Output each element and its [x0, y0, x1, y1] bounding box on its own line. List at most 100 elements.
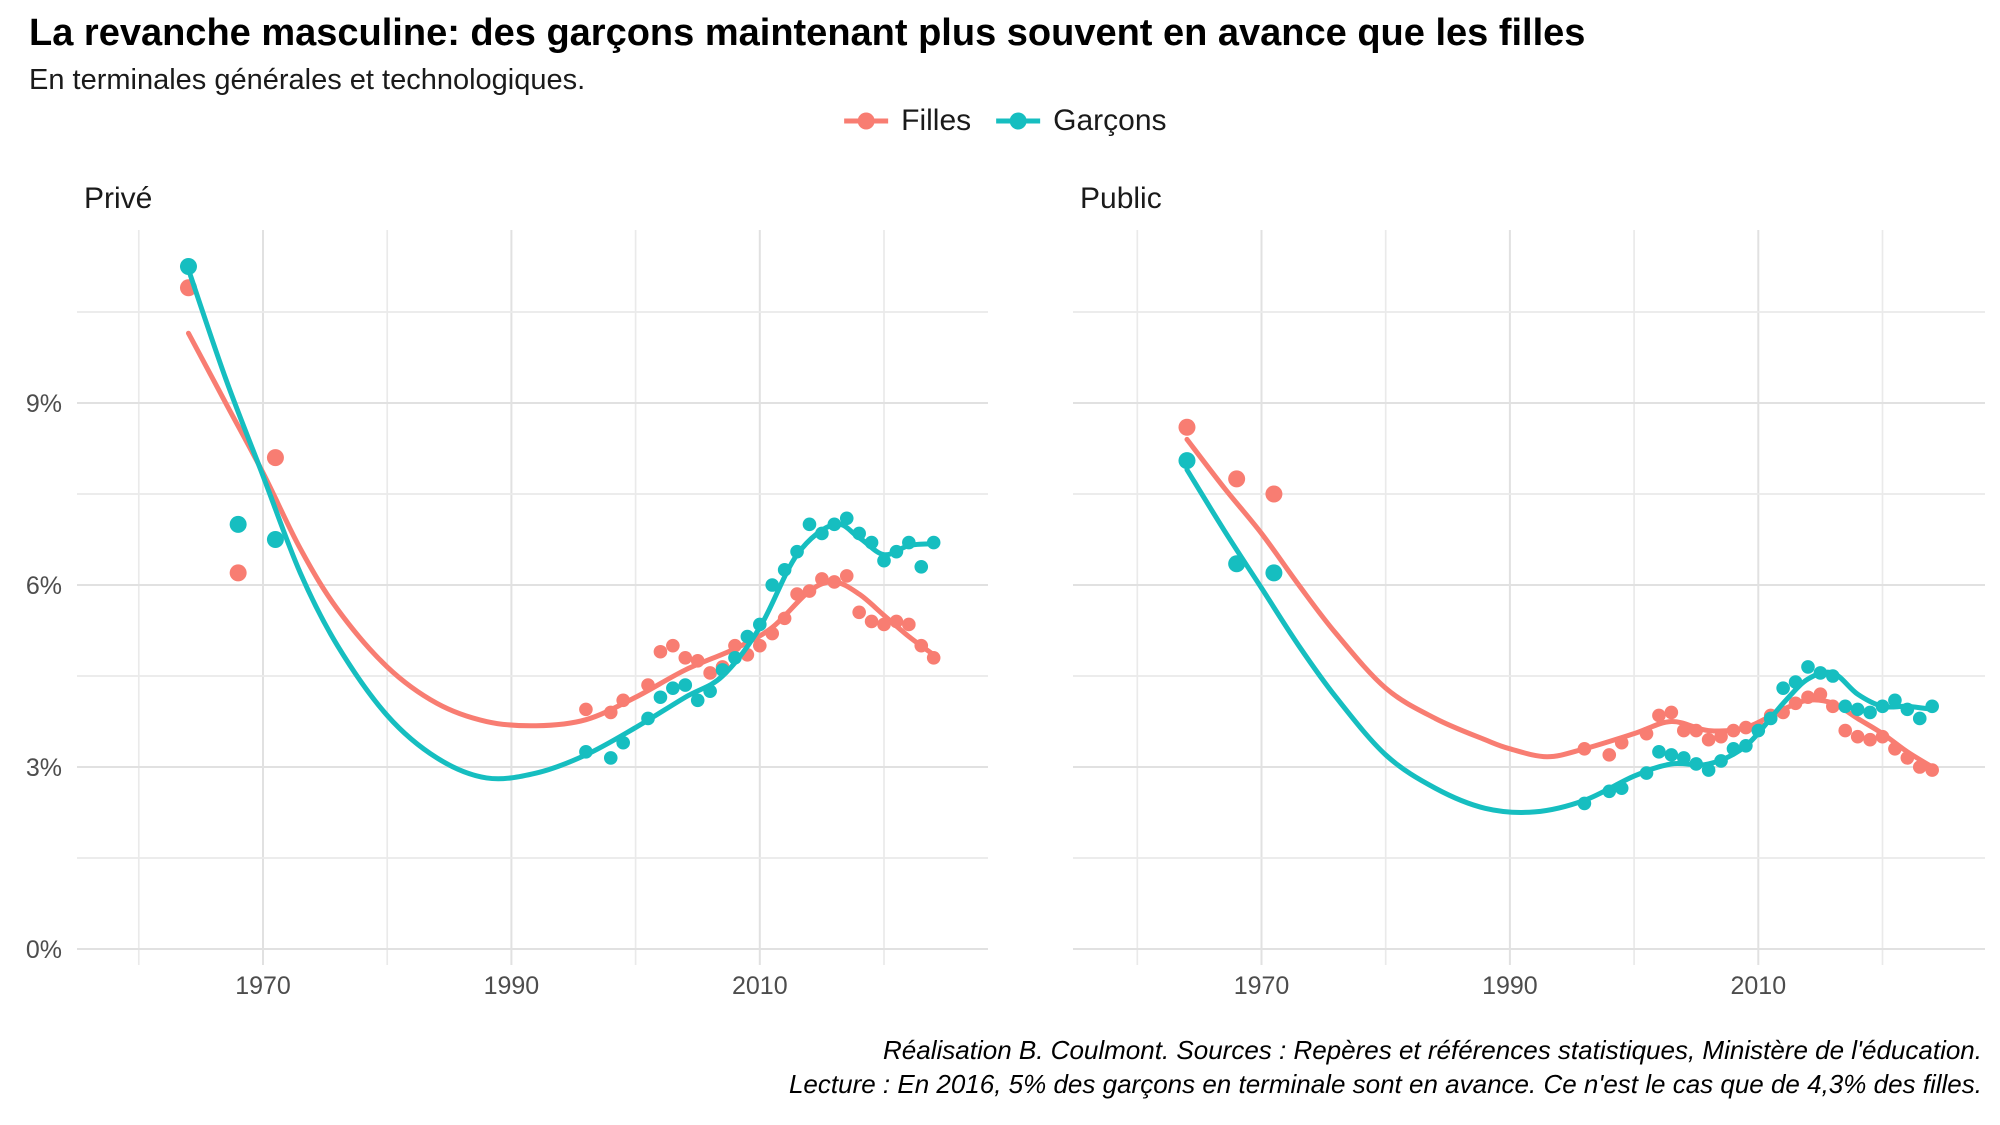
data-point-filles	[902, 617, 916, 632]
data-point-filles	[777, 611, 792, 626]
data-point-garçons	[1925, 699, 1939, 714]
data-point-filles	[1714, 729, 1728, 744]
data-point-garçons	[1614, 781, 1629, 796]
data-point-filles	[1577, 742, 1592, 756]
data-point-garçons	[1788, 675, 1803, 689]
data-point-garçons	[703, 684, 717, 698]
smooth-line-garçons	[185, 267, 937, 782]
data-point-filles	[1726, 723, 1741, 738]
data-point-garçons	[1577, 796, 1592, 811]
legend-item-filles: Filles	[843, 104, 971, 138]
legend: Filles Garçons	[843, 104, 1167, 138]
data-point-garçons	[616, 735, 630, 750]
data-point-filles	[1788, 696, 1803, 711]
data-point-garçons	[603, 751, 618, 765]
caption-lecture-line: Lecture : En 2016, 5% des garçons en ter…	[788, 1069, 1982, 1099]
legend-item-garcons: Garçons	[995, 104, 1167, 138]
data-point-filles	[690, 654, 705, 668]
data-point-garçons	[1826, 669, 1840, 683]
data-point-filles	[1701, 732, 1716, 747]
data-point-filles	[1602, 748, 1617, 762]
data-point-garçons	[1751, 723, 1766, 738]
caption: Réalisation B. Coulmont. Sources : Repèr…	[789, 1033, 1982, 1101]
data-point-filles	[1664, 705, 1679, 720]
data-point-filles	[1826, 699, 1840, 714]
data-point-filles	[728, 638, 742, 653]
data-point-filles	[1178, 418, 1196, 436]
facet-strip-public: Public	[1080, 182, 1162, 215]
data-point-garçons	[740, 629, 755, 644]
data-point-filles	[229, 564, 247, 582]
data-point-filles	[1614, 735, 1629, 750]
data-point-garçons	[877, 553, 891, 568]
data-point-filles	[1875, 729, 1890, 744]
caption-source-line: Réalisation B. Coulmont. Sources : Repèr…	[883, 1035, 1982, 1065]
data-point-garçons	[802, 517, 817, 532]
data-point-garçons	[1776, 681, 1790, 695]
data-point-garçons	[715, 663, 730, 677]
data-point-garçons	[1888, 693, 1902, 708]
data-point-filles	[1888, 742, 1902, 756]
data-point-filles	[1925, 763, 1939, 777]
data-point-garçons	[666, 681, 680, 695]
data-point-garçons	[179, 258, 197, 276]
data-point-filles	[1639, 726, 1654, 741]
data-point-filles	[1838, 723, 1853, 738]
smooth-line-garçons	[1184, 467, 1935, 815]
data-point-garçons	[777, 563, 792, 577]
data-point-filles	[1676, 723, 1691, 738]
data-point-garçons	[1813, 666, 1828, 680]
data-point-filles	[1652, 708, 1666, 723]
smooth-line-filles	[185, 330, 937, 729]
data-point-filles	[1739, 720, 1753, 735]
data-point-garçons	[753, 617, 767, 632]
data-point-garçons	[1838, 699, 1853, 714]
data-point-filles	[889, 614, 904, 629]
data-point-filles	[1863, 732, 1877, 747]
data-point-garçons	[1912, 711, 1927, 726]
data-point-garçons	[1602, 784, 1617, 799]
data-point-filles	[653, 644, 668, 659]
data-point-garçons	[579, 745, 593, 759]
data-point-garçons	[902, 535, 916, 550]
data-point-garçons	[1739, 738, 1753, 753]
data-point-garçons	[1863, 705, 1877, 720]
facet-strip-prive: Privé	[84, 182, 153, 215]
y-tick-label: 0%	[26, 936, 62, 964]
y-tick-label: 6%	[26, 572, 62, 600]
y-tick-label: 9%	[26, 390, 62, 418]
data-point-garçons	[852, 526, 866, 541]
data-point-garçons	[690, 693, 705, 708]
data-point-filles	[703, 666, 717, 680]
data-point-garçons	[1265, 564, 1283, 582]
data-point-garçons	[678, 678, 693, 692]
data-point-filles	[877, 617, 891, 632]
garcons-series-glyph-icon	[996, 112, 1041, 130]
data-point-filles	[1912, 760, 1927, 774]
data-point-filles	[579, 702, 593, 717]
data-point-garçons	[1178, 452, 1196, 470]
data-point-garçons	[1801, 660, 1815, 674]
data-point-garçons	[229, 515, 247, 533]
x-tick-label: 2010	[732, 972, 788, 1000]
data-point-filles	[666, 638, 680, 653]
data-point-garçons	[914, 560, 929, 574]
data-point-filles	[1265, 485, 1283, 503]
data-point-filles	[1900, 751, 1915, 765]
data-point-garçons	[641, 711, 655, 726]
data-point-garçons	[1726, 742, 1741, 756]
data-point-filles	[864, 614, 879, 629]
data-point-garçons	[1714, 754, 1728, 768]
data-point-garçons	[1850, 702, 1865, 717]
data-point-filles	[815, 572, 829, 586]
x-tick-label: 1990	[484, 972, 540, 1000]
data-point-filles	[852, 605, 866, 620]
data-point-garçons	[926, 535, 941, 550]
filles-series-glyph-icon	[844, 112, 889, 130]
data-point-filles	[839, 569, 854, 583]
legend-label-garcons: Garçons	[1053, 104, 1167, 137]
x-tick-label: 2010	[1730, 972, 1786, 1000]
data-point-filles	[616, 693, 630, 708]
data-point-garçons	[1701, 763, 1716, 777]
